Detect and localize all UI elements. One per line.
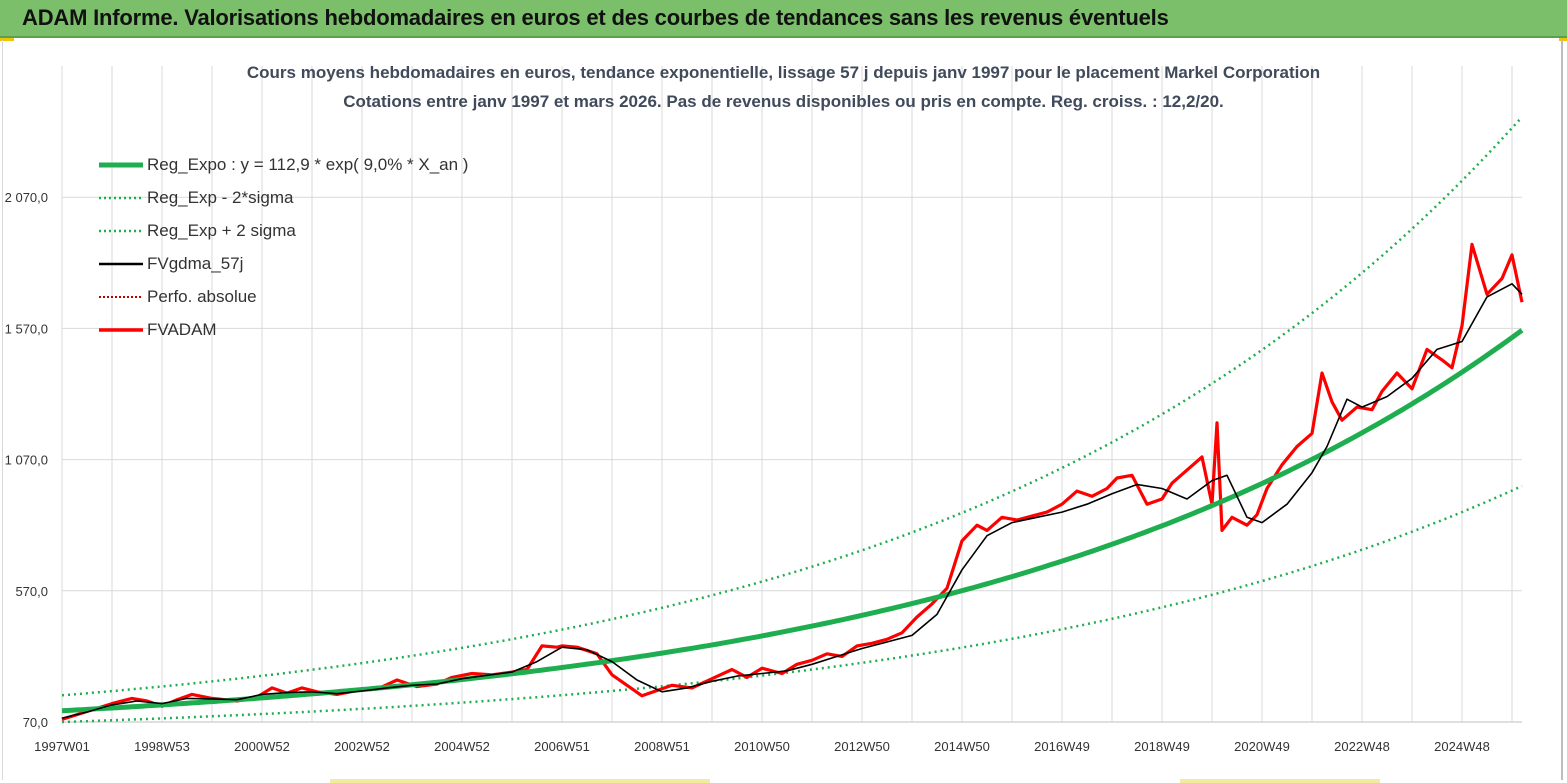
series-fvgdma [61, 283, 1523, 719]
chart-frame [2, 40, 1563, 780]
x-tick-label: 2024W48 [1434, 739, 1490, 754]
header-accent-left [0, 38, 14, 41]
legend-label-sigma-plus: Reg_Exp + 2 sigma [147, 221, 296, 240]
legend-label-sigma-minus: Reg_Exp - 2*sigma [147, 188, 294, 207]
series-reg-expo [61, 328, 1524, 714]
y-tick-label: 1 070,0 [5, 453, 48, 468]
header-accent-right [1559, 38, 1567, 41]
x-tick-label: 2012W50 [834, 739, 890, 754]
x-tick-label: 2010W50 [734, 739, 790, 754]
series-sigma-plus [61, 116, 1523, 697]
series-sigma-minus [61, 484, 1523, 724]
x-tick-label: 2018W49 [1134, 739, 1190, 754]
x-tick-label: 1998W53 [134, 739, 190, 754]
x-tick-label: 2008W51 [634, 739, 690, 754]
series-fvadam [61, 242, 1524, 721]
bottom-accent-2 [1180, 779, 1380, 783]
y-tick-label: 570,0 [15, 584, 48, 599]
x-tick-label: 1997W01 [34, 739, 90, 754]
chart-title-line2: Cotations entre janv 1997 et mars 2026. … [343, 92, 1224, 111]
legend-label-fvgdma: FVgdma_57j [147, 254, 244, 273]
y-tick-label: 1 570,0 [5, 321, 48, 336]
y-tick-label: 2 070,0 [5, 190, 48, 205]
y-tick-label: 70,0 [23, 715, 48, 730]
chart-title-line1: Cours moyens hebdomadaires en euros, ten… [246, 63, 1321, 82]
x-tick-label: 2022W48 [1334, 739, 1390, 754]
bottom-accent [330, 779, 710, 783]
x-tick-label: 2004W52 [434, 739, 490, 754]
x-tick-label: 2016W49 [1034, 739, 1090, 754]
legend-label-fvadam: FVADAM [147, 320, 217, 339]
page-title: ADAM Informe. Valorisations hebdomadaire… [22, 5, 1169, 30]
x-tick-label: 2000W52 [234, 739, 290, 754]
x-tick-label: 2006W51 [534, 739, 590, 754]
legend-label-perfo: Perfo. absolue [147, 287, 257, 306]
x-tick-label: 2014W50 [934, 739, 990, 754]
header-bar: ADAM Informe. Valorisations hebdomadaire… [0, 0, 1567, 38]
legend-label-reg-expo: Reg_Expo : y = 112,9 * exp( 9,0% * X_an … [147, 155, 469, 174]
x-tick-label: 2020W49 [1234, 739, 1290, 754]
x-tick-label: 2002W52 [334, 739, 390, 754]
